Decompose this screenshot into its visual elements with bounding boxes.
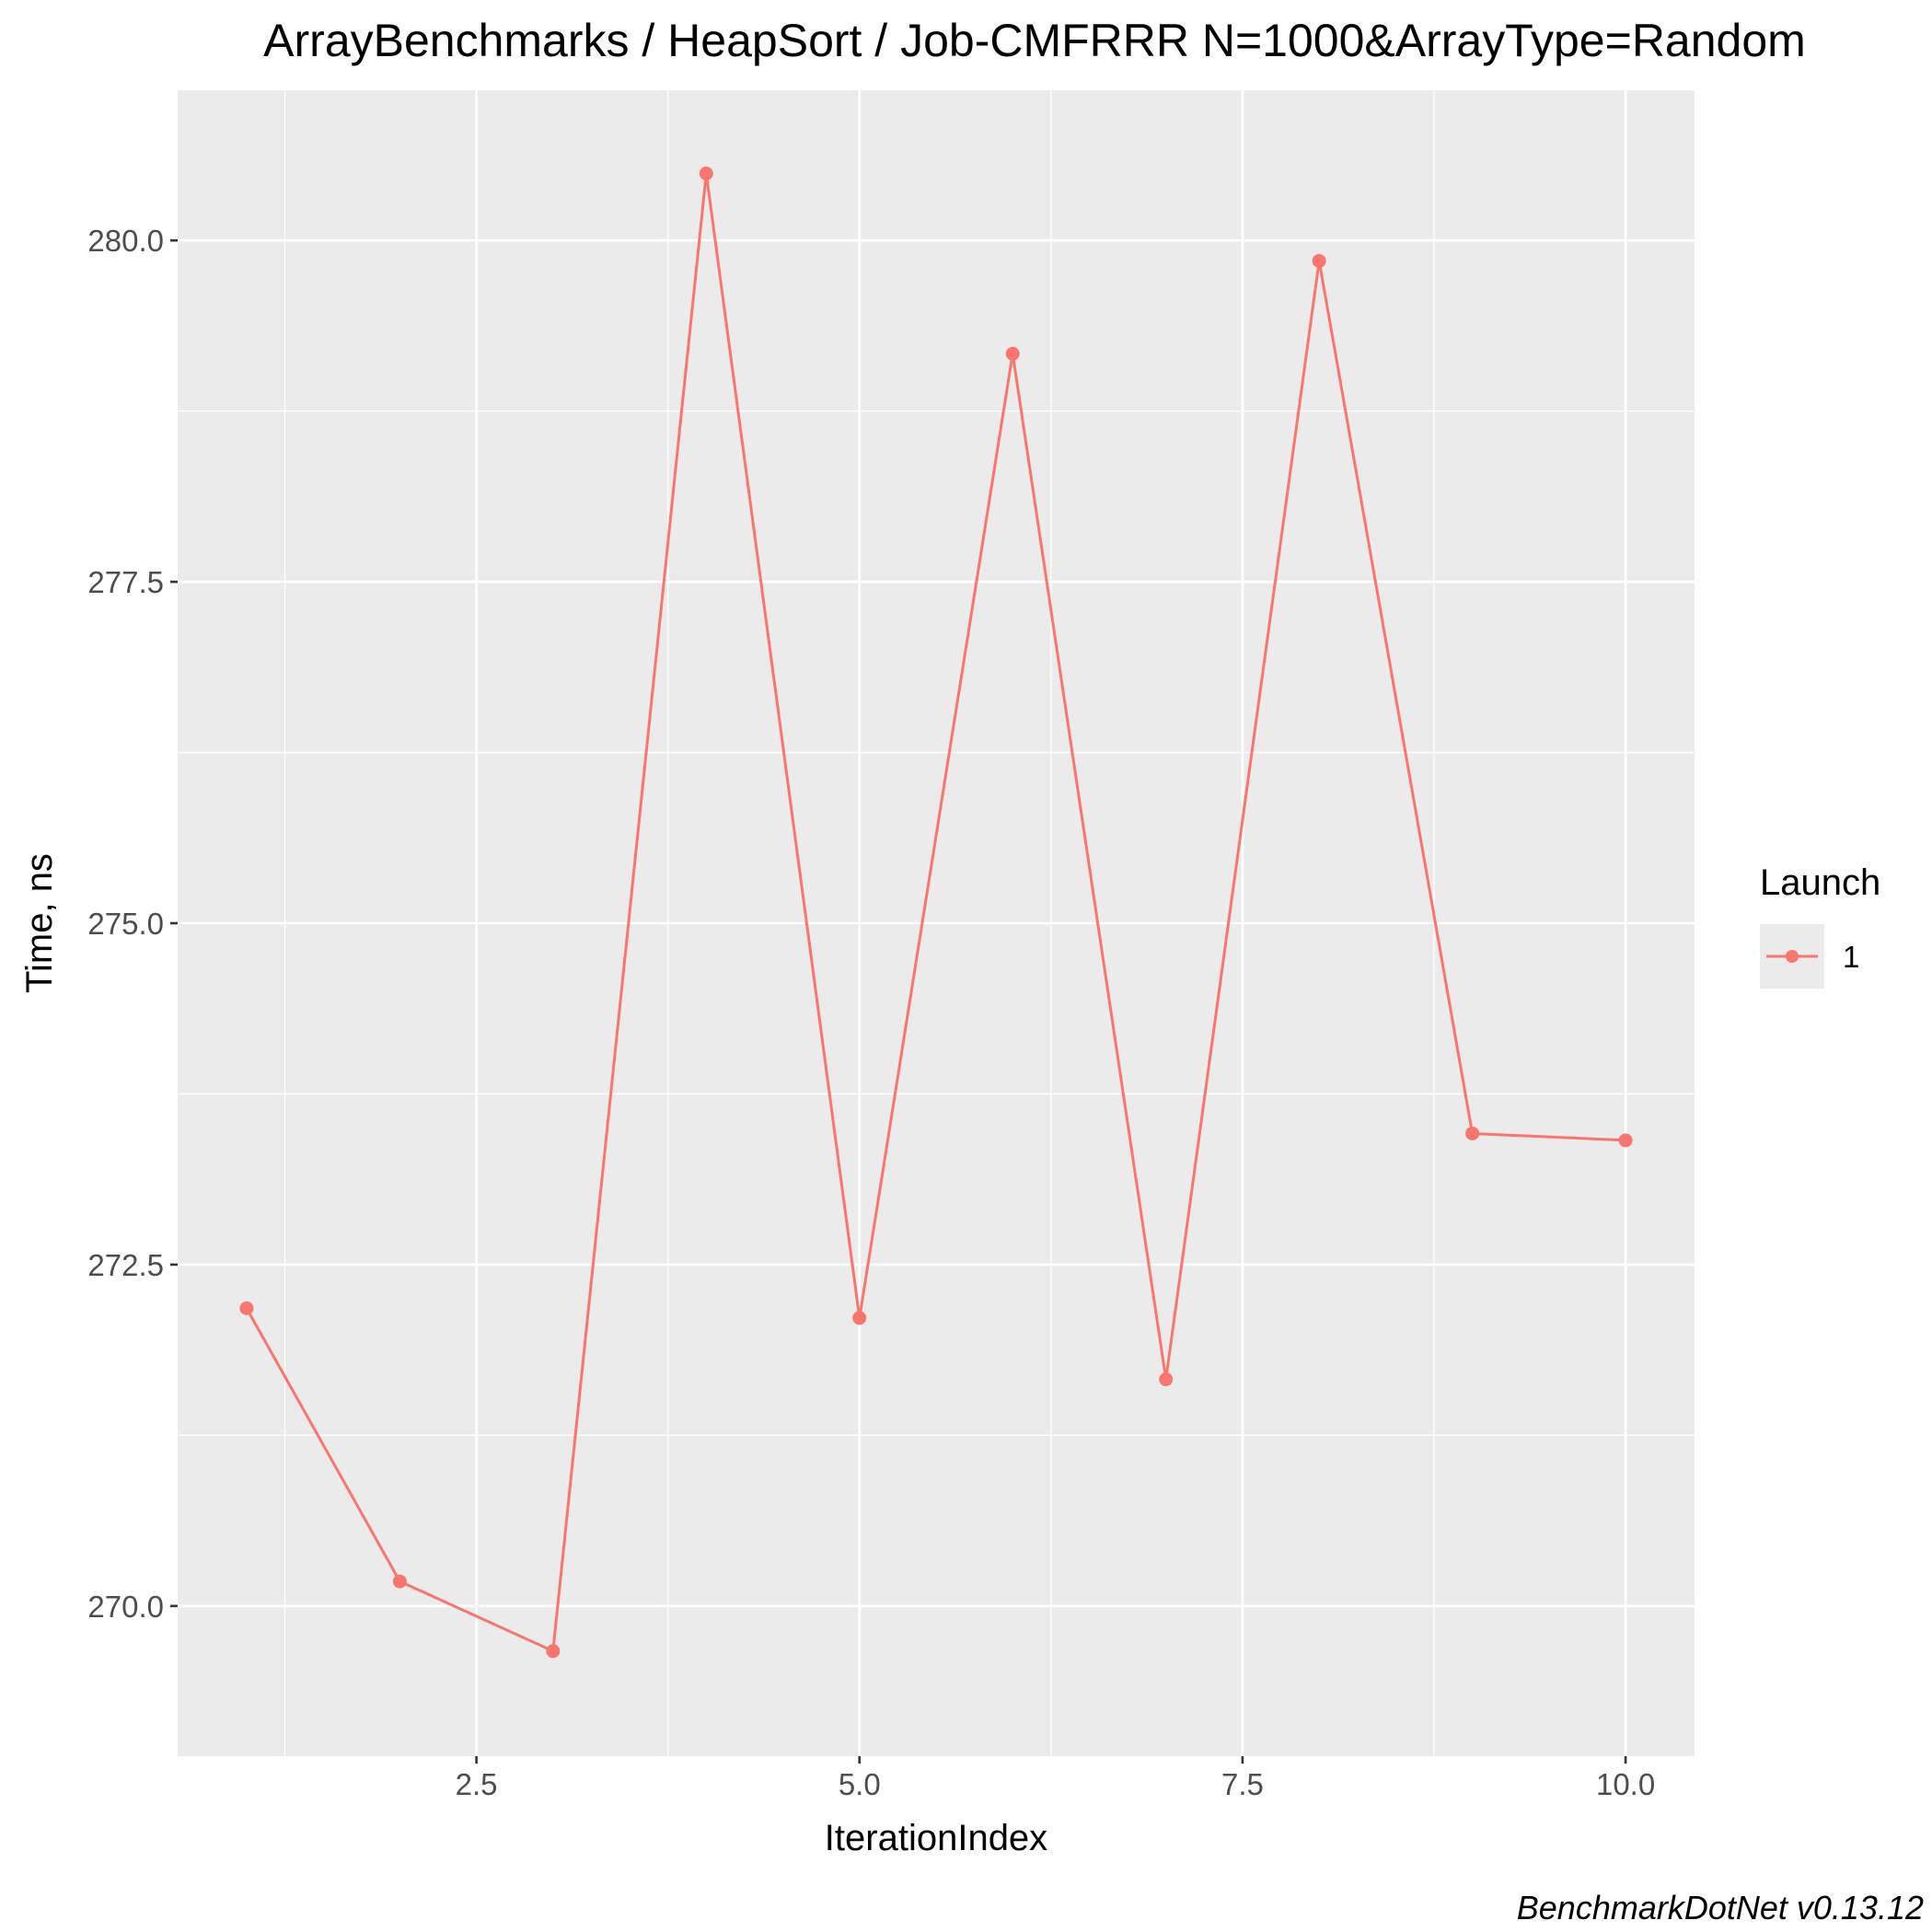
major-gridlines — [178, 90, 1695, 1756]
data-point — [1159, 1372, 1174, 1387]
y-tick-label: 270.0 — [87, 1590, 164, 1624]
legend-label-series-1: 1 — [1843, 940, 1859, 974]
data-point — [1465, 1126, 1480, 1140]
y-axis-title: Time, ns — [19, 853, 60, 993]
chart-title: ArrayBenchmarks / HeapSort / Job-CMFRRR … — [263, 15, 1806, 66]
x-tick-label: 10.0 — [1596, 1767, 1655, 1801]
data-point — [1005, 346, 1020, 361]
x-axis-ticks: 2.5 5.0 7.5 10.0 — [456, 1756, 1655, 1801]
legend-title: Launch — [1760, 862, 1880, 903]
data-point — [239, 1301, 254, 1315]
x-axis-title: IterationIndex — [825, 1818, 1047, 1858]
y-tick-label: 277.5 — [87, 565, 164, 599]
data-point — [1618, 1133, 1633, 1148]
y-tick-label: 275.0 — [87, 907, 164, 941]
x-tick-label: 5.0 — [839, 1767, 881, 1801]
x-tick-label: 2.5 — [456, 1767, 498, 1801]
caption: BenchmarkDotNet v0.13.12 — [1517, 1889, 1924, 1926]
data-point — [699, 167, 713, 180]
y-axis-ticks: 270.0 272.5 275.0 277.5 280.0 — [87, 224, 178, 1624]
y-tick-label: 272.5 — [87, 1248, 164, 1282]
series-layer — [239, 167, 1633, 1659]
data-point — [1312, 253, 1326, 268]
legend: Launch 1 — [1760, 862, 1880, 989]
data-point — [392, 1574, 407, 1589]
data-point — [546, 1644, 561, 1659]
series-line — [245, 172, 1626, 1653]
x-tick-label: 7.5 — [1221, 1767, 1264, 1801]
data-point — [852, 1311, 867, 1325]
legend-key-point — [1786, 950, 1799, 963]
y-tick-label: 280.0 — [87, 224, 164, 258]
